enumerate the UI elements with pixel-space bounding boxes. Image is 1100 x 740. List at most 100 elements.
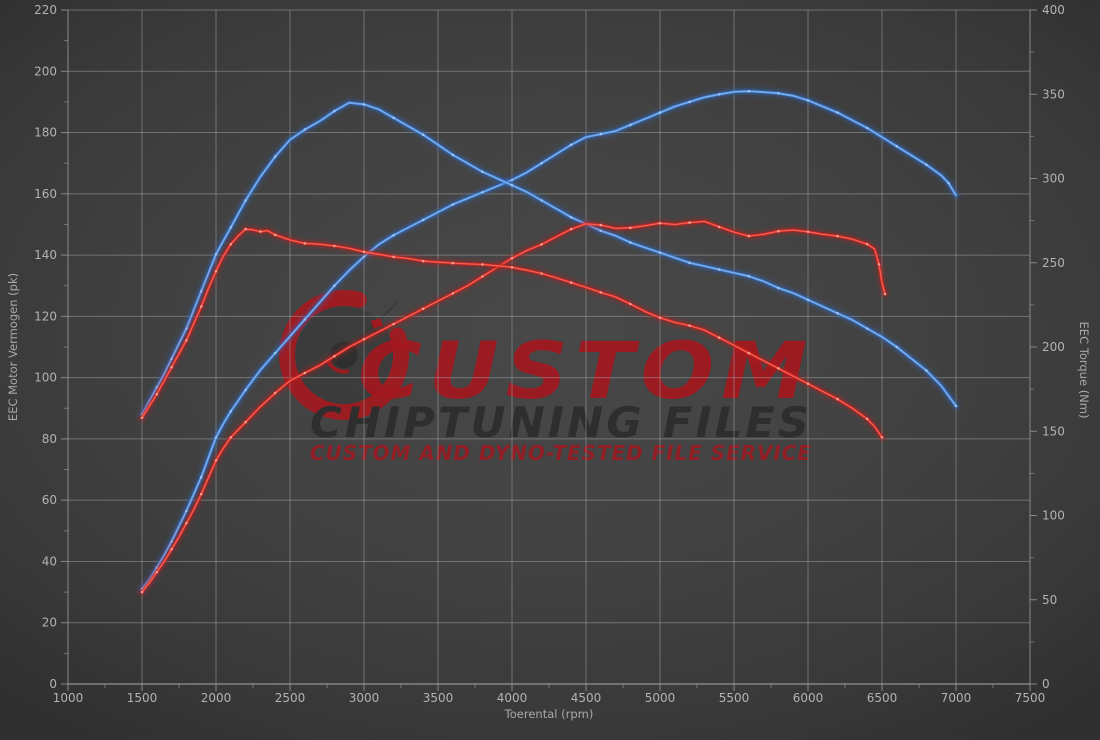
data-point-marker xyxy=(273,351,277,355)
data-point-marker xyxy=(954,404,958,408)
data-point-marker xyxy=(688,221,691,224)
series-stock-torque xyxy=(136,223,888,444)
data-point-marker xyxy=(273,155,277,158)
data-point-marker xyxy=(185,339,188,342)
data-point-marker xyxy=(140,590,144,594)
data-point-marker xyxy=(451,292,455,295)
data-point-marker xyxy=(510,178,514,182)
watermark-subtitle: CHIPTUNING FILES xyxy=(310,398,812,447)
data-point-marker xyxy=(481,275,484,278)
data-point-marker xyxy=(569,143,573,147)
data-point-marker xyxy=(540,161,543,165)
data-point-marker xyxy=(806,382,810,386)
x-tick-label: 6000 xyxy=(793,691,824,705)
watermark: CUSTOM CHIPTUNING FILES CUSTOM AND DYNO-… xyxy=(279,290,812,465)
data-point-marker xyxy=(777,229,780,233)
data-point-marker xyxy=(199,290,203,293)
series-tuned-power xyxy=(136,85,962,595)
y-right-tick-label: 100 xyxy=(1042,509,1065,523)
data-point-marker xyxy=(481,263,484,266)
y-left-tick-label: 20 xyxy=(42,616,57,630)
data-point-marker xyxy=(273,391,277,395)
data-point-marker xyxy=(481,191,484,194)
x-tick-label: 3000 xyxy=(349,691,380,705)
y-left-tick-label: 200 xyxy=(34,64,57,78)
x-tick-label: 4500 xyxy=(571,691,602,705)
data-point-marker xyxy=(155,566,159,569)
data-point-marker xyxy=(170,540,173,543)
data-point-marker xyxy=(451,261,455,265)
data-point-marker xyxy=(658,111,662,114)
y-right-tick-label: 0 xyxy=(1042,677,1050,691)
data-point-marker xyxy=(747,89,751,93)
data-point-marker xyxy=(747,274,751,278)
data-point-marker xyxy=(155,392,159,396)
data-point-marker xyxy=(806,298,810,302)
data-point-marker xyxy=(362,103,366,106)
x-tick-label: 1000 xyxy=(53,691,84,705)
data-point-marker xyxy=(510,183,514,187)
y-left-axis-title: EEC Motor Vermogen (pk) xyxy=(6,273,20,421)
data-point-marker xyxy=(244,227,247,231)
data-point-marker xyxy=(392,116,395,120)
data-point-marker xyxy=(362,250,366,254)
data-point-marker xyxy=(599,229,603,232)
data-point-marker xyxy=(333,244,336,248)
data-point-marker xyxy=(717,225,721,229)
x-axis-title: Toerental (rpm) xyxy=(504,707,594,721)
data-point-marker xyxy=(303,128,307,131)
series-layer xyxy=(136,85,962,599)
data-point-marker xyxy=(199,305,203,308)
data-point-marker xyxy=(865,126,869,130)
data-point-marker xyxy=(229,436,233,439)
data-point-marker xyxy=(717,336,721,340)
data-point-marker xyxy=(214,253,218,256)
series-line xyxy=(140,101,958,416)
y-right-tick-label: 400 xyxy=(1042,3,1065,17)
data-point-marker xyxy=(155,386,159,389)
data-point-marker xyxy=(199,492,203,496)
y-left-tick-label: 100 xyxy=(34,371,57,385)
x-tick-label: 7500 xyxy=(1015,691,1046,705)
data-point-marker xyxy=(540,199,543,202)
data-point-marker xyxy=(880,436,884,439)
data-point-marker xyxy=(865,242,869,246)
data-point-marker xyxy=(421,133,425,136)
series-highlight xyxy=(141,90,957,590)
data-point-marker xyxy=(451,153,455,157)
data-point-marker xyxy=(155,570,159,574)
series-stock-power xyxy=(136,215,891,599)
data-point-marker xyxy=(658,221,662,225)
data-point-marker xyxy=(717,268,721,271)
data-point-marker xyxy=(229,410,233,413)
data-point-marker xyxy=(421,307,425,311)
data-point-marker xyxy=(421,259,425,263)
data-point-marker xyxy=(540,272,543,275)
data-point-marker xyxy=(170,357,173,361)
data-point-marker xyxy=(244,199,247,202)
data-point-marker xyxy=(185,327,188,330)
data-point-marker xyxy=(895,345,899,349)
y-left-tick-label: 60 xyxy=(42,493,57,507)
series-tuned-torque xyxy=(136,96,962,421)
y-left-tick-label: 160 xyxy=(34,187,57,201)
x-tick-label: 2500 xyxy=(275,691,306,705)
y-right-tick-label: 150 xyxy=(1042,424,1065,438)
data-point-marker xyxy=(836,111,839,114)
data-point-marker xyxy=(925,163,928,166)
data-point-marker xyxy=(806,99,810,102)
y-left-tick-label: 220 xyxy=(34,3,57,17)
gauge-logo-icon xyxy=(279,290,410,420)
data-point-marker xyxy=(362,255,366,258)
y-right-tick-label: 50 xyxy=(1042,593,1057,607)
y-right-tick-label: 350 xyxy=(1042,87,1065,101)
x-tick-label: 2000 xyxy=(201,691,232,705)
gauge-ring xyxy=(279,290,410,420)
data-point-marker xyxy=(569,281,573,284)
y-left-tick-label: 0 xyxy=(49,677,57,691)
data-point-marker xyxy=(883,292,887,296)
data-point-marker xyxy=(214,436,218,439)
data-point-marker xyxy=(777,92,780,95)
gauge-hub xyxy=(330,341,358,369)
